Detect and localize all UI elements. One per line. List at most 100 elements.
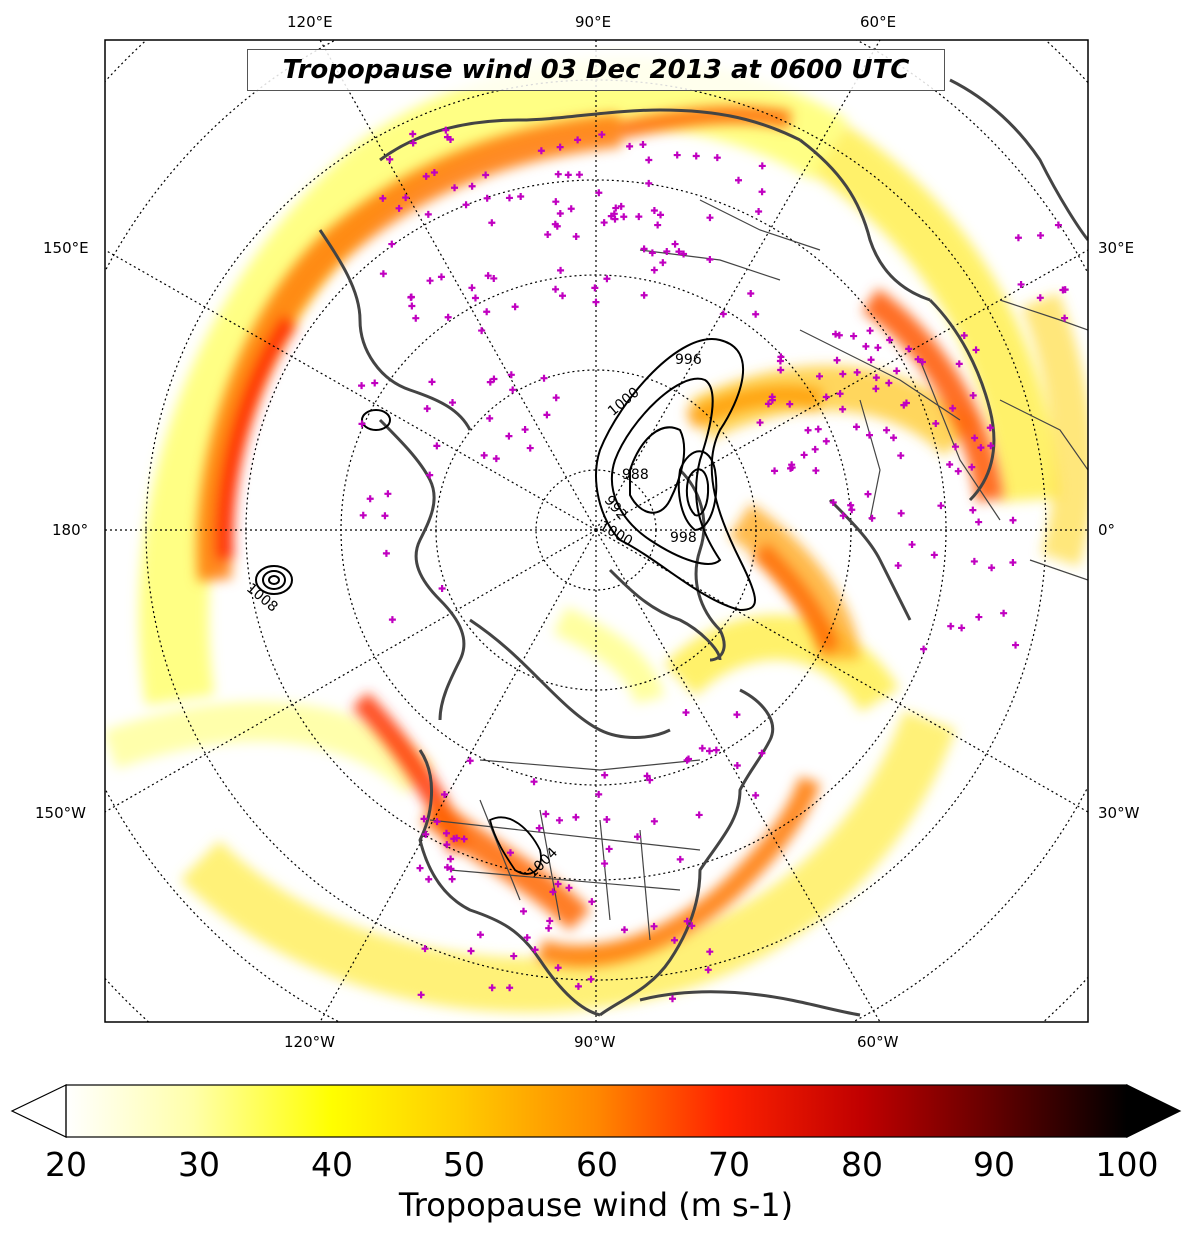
station-marker	[872, 374, 880, 382]
station-marker	[874, 344, 882, 352]
station-marker	[572, 233, 580, 241]
station-marker	[688, 922, 696, 930]
station-marker	[713, 154, 721, 162]
station-marker	[617, 202, 625, 210]
station-marker	[603, 275, 611, 283]
station-marker	[551, 220, 559, 228]
station-marker	[804, 426, 812, 434]
station-marker	[388, 240, 396, 248]
station-marker	[639, 141, 647, 149]
station-marker	[450, 835, 458, 843]
lon-label-bottom: 120°W	[284, 1033, 335, 1051]
station-marker	[768, 393, 776, 401]
station-marker	[420, 815, 428, 823]
station-marker	[591, 284, 599, 292]
station-marker	[626, 142, 634, 150]
lon-label-bottom: 60°W	[857, 1033, 899, 1051]
station-marker	[771, 467, 779, 475]
station-marker	[835, 331, 843, 339]
station-marker	[756, 419, 764, 427]
station-marker	[946, 460, 954, 468]
station-marker	[788, 461, 796, 469]
station-marker	[1017, 280, 1025, 288]
station-marker	[975, 613, 983, 621]
station-marker	[601, 771, 609, 779]
colorbar-tick: 20	[45, 1145, 87, 1184]
station-marker	[682, 708, 690, 716]
lon-label-top: 60°E	[860, 13, 897, 31]
station-marker	[506, 984, 514, 992]
colorbar-tick: 60	[576, 1145, 618, 1184]
station-marker	[692, 152, 700, 160]
station-marker	[466, 757, 474, 765]
station-marker	[816, 372, 824, 380]
station-marker	[437, 273, 445, 281]
station-marker	[969, 506, 977, 514]
station-marker	[733, 761, 741, 769]
station-marker	[543, 411, 551, 419]
station-marker	[379, 270, 387, 278]
plot-frame	[104, 39, 1089, 1023]
station-marker	[588, 898, 596, 906]
station-marker	[829, 498, 837, 506]
station-marker	[758, 749, 766, 757]
station-marker	[483, 308, 491, 316]
lon-label-top: 120°E	[287, 13, 333, 31]
station-marker	[886, 336, 894, 344]
station-marker	[645, 179, 653, 187]
station-marker	[643, 772, 651, 780]
station-marker	[428, 378, 436, 386]
station-marker	[486, 414, 494, 422]
station-marker	[575, 171, 583, 179]
lon-label-right: 30°W	[1098, 804, 1140, 822]
station-marker	[786, 400, 794, 408]
station-marker	[735, 176, 743, 184]
station-marker	[867, 356, 875, 364]
station-marker	[683, 756, 691, 764]
station-marker	[822, 393, 830, 401]
station-marker	[605, 845, 613, 853]
station-marker	[986, 424, 994, 432]
lon-label-left: 150°E	[43, 239, 89, 257]
station-marker	[648, 249, 656, 257]
station-marker	[468, 182, 476, 190]
colorbar-tick: 30	[178, 1145, 220, 1184]
station-marker	[521, 426, 529, 434]
station-marker	[852, 423, 860, 431]
station-marker	[646, 776, 654, 784]
station-marker	[836, 390, 844, 398]
station-marker	[853, 368, 861, 376]
station-marker	[640, 245, 648, 253]
station-marker	[478, 327, 486, 335]
station-marker	[552, 285, 560, 293]
station-marker	[416, 864, 424, 872]
station-marker	[908, 541, 916, 549]
station-marker	[620, 213, 628, 221]
station-marker	[947, 622, 955, 630]
station-marker	[441, 791, 449, 799]
colorbar-tick: 90	[973, 1145, 1015, 1184]
station-marker	[758, 162, 766, 170]
station-marker	[554, 170, 562, 178]
station-marker	[654, 221, 662, 229]
station-marker	[712, 746, 720, 754]
station-marker	[1009, 516, 1017, 524]
station-marker	[545, 924, 553, 932]
station-marker	[546, 917, 554, 925]
station-marker	[607, 212, 615, 220]
station-marker	[612, 204, 620, 212]
station-marker	[492, 455, 500, 463]
contour-label: 988	[622, 467, 649, 483]
station-marker	[554, 880, 562, 888]
station-marker	[462, 201, 470, 209]
station-marker	[706, 747, 714, 755]
contour-label: 996	[675, 352, 702, 368]
colorbar-extend-max	[1126, 1084, 1182, 1138]
station-marker	[640, 291, 648, 299]
contour-label: 998	[670, 530, 697, 546]
station-marker	[1037, 231, 1045, 239]
station-marker	[650, 206, 658, 214]
station-marker	[537, 147, 545, 155]
station-marker	[1009, 559, 1017, 567]
station-marker	[371, 379, 379, 387]
